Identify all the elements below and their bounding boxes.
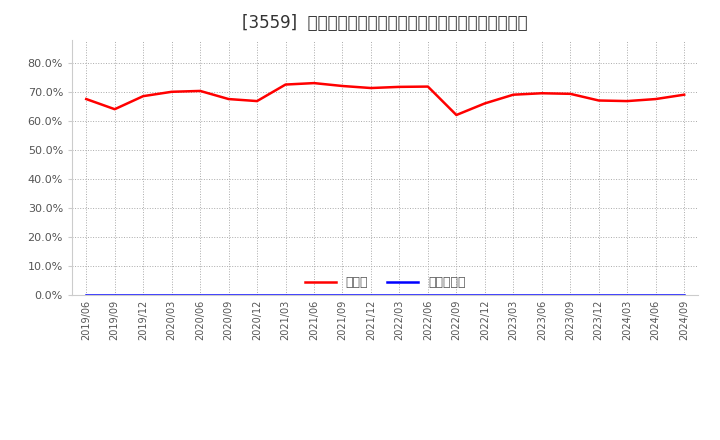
有利子負債 bbox=[480, 292, 489, 297]
現預金 bbox=[366, 85, 375, 91]
有利子負債 bbox=[537, 292, 546, 297]
有利子負債 bbox=[225, 292, 233, 297]
現預金 bbox=[338, 83, 347, 88]
現預金 bbox=[139, 94, 148, 99]
有利子負債 bbox=[167, 292, 176, 297]
有利子負債 bbox=[652, 292, 660, 297]
有利子負債 bbox=[196, 292, 204, 297]
現預金 bbox=[167, 89, 176, 95]
現預金 bbox=[110, 106, 119, 112]
現預金 bbox=[652, 96, 660, 102]
現預金 bbox=[225, 96, 233, 102]
現預金 bbox=[196, 88, 204, 94]
現預金 bbox=[423, 84, 432, 89]
現預金 bbox=[566, 91, 575, 96]
有利子負債 bbox=[366, 292, 375, 297]
有利子負債 bbox=[680, 292, 688, 297]
現預金 bbox=[537, 91, 546, 96]
有利子負債 bbox=[110, 292, 119, 297]
現預金 bbox=[452, 112, 461, 117]
有利子負債 bbox=[253, 292, 261, 297]
有利子負債 bbox=[423, 292, 432, 297]
現預金 bbox=[282, 82, 290, 87]
現預金 bbox=[680, 92, 688, 97]
有利子負債 bbox=[139, 292, 148, 297]
現預金 bbox=[82, 96, 91, 102]
有利子負債 bbox=[595, 292, 603, 297]
Legend: 現預金, 有利子負債: 現預金, 有利子負債 bbox=[300, 271, 471, 293]
有利子負債 bbox=[395, 292, 404, 297]
Title: [3559]  現預金、有利子負債の総資産に対する比率の推移: [3559] 現預金、有利子負債の総資産に対する比率の推移 bbox=[243, 15, 528, 33]
現預金 bbox=[623, 99, 631, 104]
有利子負債 bbox=[82, 292, 91, 297]
有利子負債 bbox=[452, 292, 461, 297]
現預金 bbox=[595, 98, 603, 103]
Line: 現預金: 現預金 bbox=[86, 83, 684, 115]
有利子負債 bbox=[282, 292, 290, 297]
有利子負債 bbox=[566, 292, 575, 297]
有利子負債 bbox=[623, 292, 631, 297]
現預金 bbox=[509, 92, 518, 97]
現預金 bbox=[395, 84, 404, 89]
現預金 bbox=[480, 101, 489, 106]
有利子負債 bbox=[310, 292, 318, 297]
現預金 bbox=[253, 99, 261, 104]
有利子負債 bbox=[509, 292, 518, 297]
有利子負債 bbox=[338, 292, 347, 297]
現預金 bbox=[310, 81, 318, 86]
